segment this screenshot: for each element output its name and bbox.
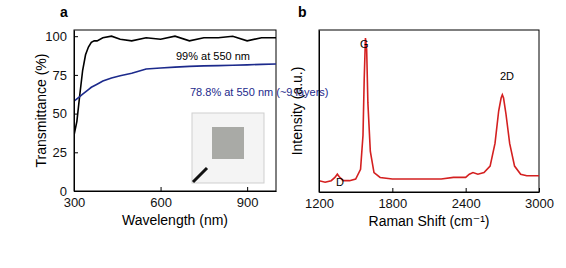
inset-background (192, 113, 264, 183)
annotation: 78.8% at 550 nm (~9 layers) (190, 86, 329, 98)
panel-label: a (60, 4, 68, 20)
x-tick-mark (539, 188, 540, 192)
panel: 3006009000255075100aWavelength (nm)Trans… (33, 4, 329, 228)
x-axis-line (320, 192, 540, 193)
x-tick: 3000 (525, 188, 554, 211)
x-tick-mark (466, 188, 467, 192)
annotation: G (360, 38, 369, 50)
y-axis-line (74, 31, 75, 192)
x-tick-label: 2400 (452, 196, 481, 211)
x-axis-title: Raman Shift (cm⁻¹) (369, 213, 490, 229)
x-tick-mark (247, 187, 248, 191)
x-tick-mark (161, 187, 162, 191)
y-tick-label: 100 (45, 29, 67, 44)
y-axis (319, 31, 320, 193)
y-axis-title: Transmittance (%) (33, 54, 49, 168)
plot-frame (319, 30, 539, 192)
x-tick-label: 600 (150, 195, 172, 210)
x-tick-label: 1800 (378, 196, 407, 211)
annotation: 99% at 550 nm (176, 50, 250, 62)
inset-photo (192, 113, 264, 183)
y-tick: 75 (53, 68, 78, 83)
x-tick-label: 900 (237, 195, 259, 210)
y-tick-mark (74, 36, 78, 37)
panel-label: b (298, 4, 307, 20)
x-tick: 900 (237, 187, 259, 210)
x-tick-mark (392, 188, 393, 192)
y-tick-mark (74, 191, 78, 192)
x-axis: 1200 1800 2400 3000 (305, 188, 554, 211)
y-tick-label: 0 (60, 184, 67, 199)
x-tick: 1800 (378, 188, 407, 211)
x-tick: 2400 (452, 188, 481, 211)
x-tick-label: 3000 (525, 196, 554, 211)
y-tick-label: 50 (53, 106, 67, 121)
panel: 1200 1800 2400 3000 b Raman Shift (cm⁻¹) Inten… (289, 4, 554, 229)
y-tick-label: 25 (53, 145, 67, 160)
figure: 3006009000255075100aWavelength (nm)Trans… (0, 0, 566, 268)
y-axis-line (319, 31, 320, 193)
y-tick: 100 (45, 29, 78, 44)
y-tick: 25 (53, 145, 78, 160)
inset-film (212, 127, 244, 159)
inset-tweezers (193, 168, 207, 182)
x-axis-title: Wavelength (nm) (122, 212, 228, 228)
y-tick-mark (74, 75, 78, 76)
x-axis-line (75, 191, 277, 192)
annotation: D (336, 176, 344, 188)
y-axis: 0 25 50 75 100 (45, 29, 78, 199)
x-tick: 600 (150, 187, 172, 210)
y-tick: 50 (53, 106, 78, 121)
x-tick-label: 1200 (305, 196, 334, 211)
y-tick-mark (74, 152, 78, 153)
plot-area (319, 38, 539, 182)
x-axis: 300600900 (64, 187, 277, 210)
plot-frame (74, 30, 276, 191)
annotation: 2D (500, 70, 514, 82)
y-tick: 0 (60, 184, 78, 199)
y-axis-title: Intensity (a.u.) (289, 67, 305, 156)
y-tick-label: 75 (53, 68, 67, 83)
y-tick-mark (74, 114, 78, 115)
data-line (319, 38, 539, 182)
